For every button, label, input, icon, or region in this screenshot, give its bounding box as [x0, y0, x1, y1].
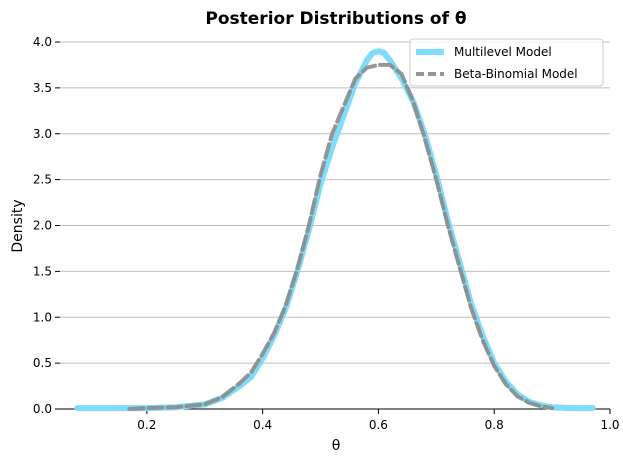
- grid: [60, 41, 610, 364]
- legend: Multilevel Model Beta-Binomial Model: [409, 38, 604, 87]
- x-tick-label: 0.8: [485, 418, 504, 432]
- x-tick-label: 0.2: [137, 418, 156, 432]
- series-layer: [74, 48, 596, 412]
- y-tick-label: 4.0: [33, 35, 52, 49]
- y-tick-label: 0.5: [33, 356, 52, 370]
- legend-label-beta-binomial: Beta-Binomial Model: [454, 67, 578, 81]
- y-tick-label: 1.0: [33, 310, 52, 324]
- y-tick-label: 1.5: [33, 264, 52, 278]
- y-tick-label: 3.5: [33, 81, 52, 95]
- y-tick-label: 3.0: [33, 127, 52, 141]
- chart-title: Posterior Distributions of θ: [205, 9, 466, 29]
- y-tick-label: 2.0: [33, 219, 52, 233]
- x-tick-label: 0.6: [369, 418, 388, 432]
- y-axis-label: Density: [10, 199, 26, 252]
- x-axis-label: θ: [332, 438, 341, 454]
- y-tick-label: 2.5: [33, 173, 52, 187]
- x-tick-label: 1.0: [600, 418, 619, 432]
- y-tick-label: 0.0: [33, 402, 52, 416]
- legend-label-multilevel: Multilevel Model: [454, 45, 552, 59]
- axes: 0.0 0.5 1.0 1.5 2.0 2.5 3.0 3.5 4.0 0.2 0.4 0.6 0.8 1…: [33, 35, 620, 432]
- series-line-multilevel: [74, 48, 596, 412]
- x-tick-label: 0.4: [253, 418, 272, 432]
- legend-frame: [409, 38, 604, 87]
- series-line-beta-binomial: [127, 62, 555, 411]
